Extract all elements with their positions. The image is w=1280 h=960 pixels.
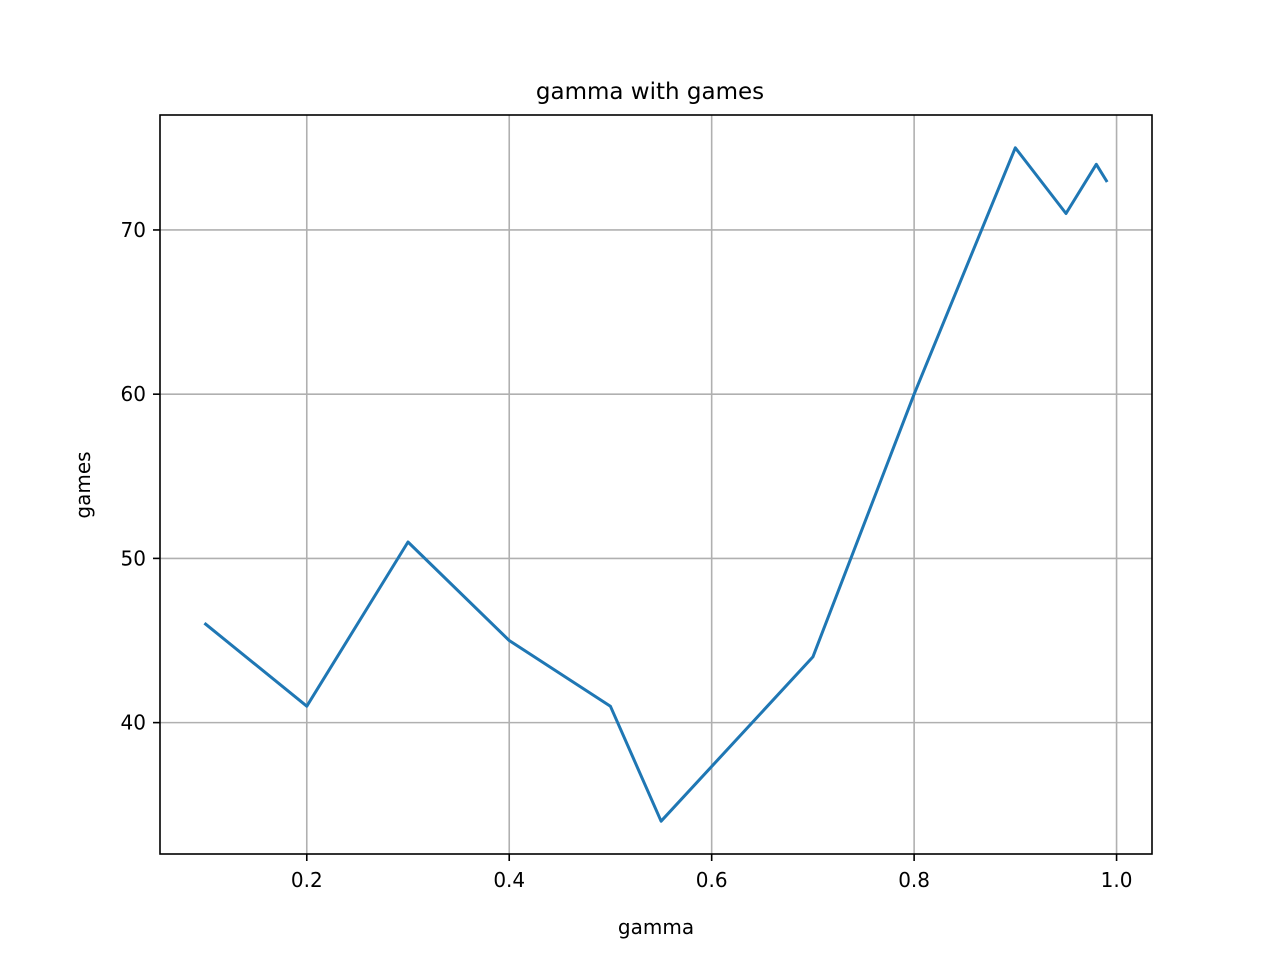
x-tick-label: 0.6 — [696, 868, 728, 892]
plot-frame — [159, 114, 1153, 855]
y-tick-label: 60 — [121, 382, 146, 406]
ticks: 0.2 0.4 0.6 0.8 1.0 40 50 60 70 — [121, 218, 1133, 892]
x-tick-label: 0.4 — [493, 868, 525, 892]
x-axis-label: gamma — [618, 915, 694, 939]
x-tick-label: 0.2 — [291, 868, 323, 892]
y-tick-label: 40 — [121, 711, 146, 735]
series-layer — [203, 146, 1109, 823]
chart-title: gamma with games — [536, 79, 764, 105]
x-tick-label: 1.0 — [1101, 868, 1133, 892]
x-tick-label: 0.8 — [898, 868, 930, 892]
y-tick-label: 50 — [121, 546, 146, 570]
y-axis-label: games — [71, 451, 95, 518]
series-line-games — [203, 146, 1109, 823]
grid — [160, 115, 1152, 854]
y-tick-label: 70 — [121, 218, 146, 242]
